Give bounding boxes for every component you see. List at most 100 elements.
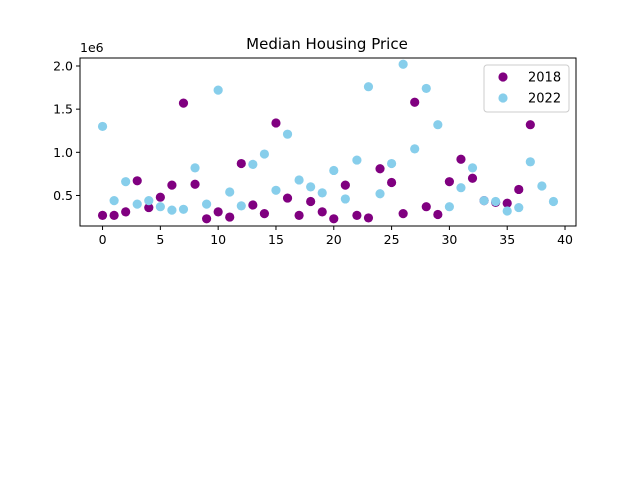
point-2022 — [306, 182, 316, 192]
point-2022 — [467, 163, 478, 173]
point-2018 — [502, 198, 512, 208]
point-2018 — [167, 180, 177, 190]
y-tick-label: 1.0 — [53, 145, 73, 160]
point-2018 — [306, 196, 316, 207]
point-2022 — [410, 144, 420, 154]
legend-label: 2022 — [528, 92, 561, 107]
point-2018 — [248, 200, 258, 210]
point-2022 — [97, 121, 108, 132]
point-2022 — [340, 194, 350, 204]
point-2018 — [282, 193, 293, 203]
y-tick-label: 2.0 — [53, 58, 73, 73]
point-2022 — [202, 199, 212, 209]
y-offset-label: 1e6 — [80, 40, 104, 55]
x-tick-label: 5 — [156, 232, 164, 247]
point-2018 — [271, 118, 281, 128]
point-2018 — [202, 214, 212, 224]
point-2022 — [352, 155, 362, 165]
point-2022 — [502, 206, 512, 216]
point-2018 — [329, 214, 339, 224]
point-2018 — [456, 154, 466, 164]
x-tick-label: 20 — [326, 232, 342, 247]
x-tick-label: 10 — [210, 232, 226, 247]
point-2018 — [340, 180, 350, 190]
point-2018 — [410, 97, 420, 107]
point-2018 — [363, 213, 374, 223]
point-2022 — [479, 196, 489, 206]
point-2022 — [121, 177, 131, 187]
point-2022 — [294, 175, 304, 185]
y-axis: 0.5 1.0 1.5 2.0 — [53, 58, 80, 203]
y-tick-label: 0.5 — [53, 188, 73, 203]
point-2022 — [421, 83, 431, 94]
point-2018 — [259, 209, 270, 219]
x-tick-label: 35 — [499, 232, 515, 247]
point-2022 — [259, 149, 270, 159]
point-2018 — [121, 207, 131, 217]
point-2022 — [329, 165, 339, 176]
point-2022 — [456, 183, 466, 193]
point-2018 — [386, 177, 397, 188]
plot-points — [97, 59, 559, 224]
point-2022 — [178, 204, 189, 214]
point-2018 — [109, 210, 119, 220]
x-tick-label: 15 — [268, 232, 284, 247]
point-2018 — [178, 98, 189, 108]
legend-label: 2018 — [528, 71, 561, 86]
point-2022 — [363, 82, 374, 92]
point-2022 — [132, 199, 142, 209]
point-2018 — [514, 184, 524, 195]
point-2022 — [514, 202, 524, 213]
point-2022 — [525, 157, 535, 167]
point-2018 — [213, 207, 223, 217]
plot-frame — [79, 57, 577, 227]
chart-title: Median Housing Price — [246, 35, 408, 53]
point-2018 — [225, 212, 235, 222]
y-tick-label: 1.5 — [53, 102, 73, 117]
point-2022 — [167, 205, 177, 215]
point-2018 — [375, 164, 385, 174]
x-tick-label: 40 — [557, 232, 573, 247]
point-2022 — [537, 181, 547, 191]
point-2018 — [467, 173, 478, 183]
point-2022 — [317, 188, 327, 198]
point-2022 — [282, 129, 293, 139]
point-2022 — [398, 59, 408, 69]
point-2022 — [433, 120, 443, 130]
point-2022 — [225, 187, 235, 197]
point-2018 — [97, 210, 108, 220]
point-2022 — [248, 159, 258, 170]
point-2018 — [317, 207, 327, 217]
point-2022 — [109, 196, 119, 206]
x-tick-label: 30 — [441, 232, 457, 247]
point-2018 — [132, 176, 142, 186]
point-2022 — [236, 201, 246, 211]
point-2018 — [421, 202, 431, 212]
point-2022 — [213, 85, 223, 95]
legend-marker-2018 — [498, 72, 508, 82]
point-2018 — [444, 177, 454, 187]
point-2018 — [144, 202, 154, 213]
point-2022 — [444, 202, 454, 212]
point-2018 — [433, 209, 443, 220]
x-axis: 0 5 10 15 20 25 30 35 40 — [99, 226, 573, 247]
x-tick-label: 0 — [99, 232, 107, 247]
point-2022 — [491, 196, 501, 207]
legend-marker-2022 — [498, 93, 508, 103]
point-2018 — [155, 192, 165, 202]
point-2018 — [525, 120, 535, 130]
point-2022 — [155, 202, 165, 212]
point-2018 — [294, 210, 304, 220]
point-2022 — [271, 185, 281, 195]
point-2022 — [144, 196, 154, 206]
x-tick-label: 25 — [384, 232, 400, 247]
point-2022 — [548, 196, 559, 207]
point-2022 — [386, 158, 397, 169]
point-2018 — [236, 158, 246, 169]
point-2018 — [398, 209, 408, 219]
point-2022 — [190, 163, 200, 173]
point-2018 — [352, 210, 362, 220]
point-2022 — [375, 189, 385, 199]
point-2018 — [190, 179, 200, 189]
